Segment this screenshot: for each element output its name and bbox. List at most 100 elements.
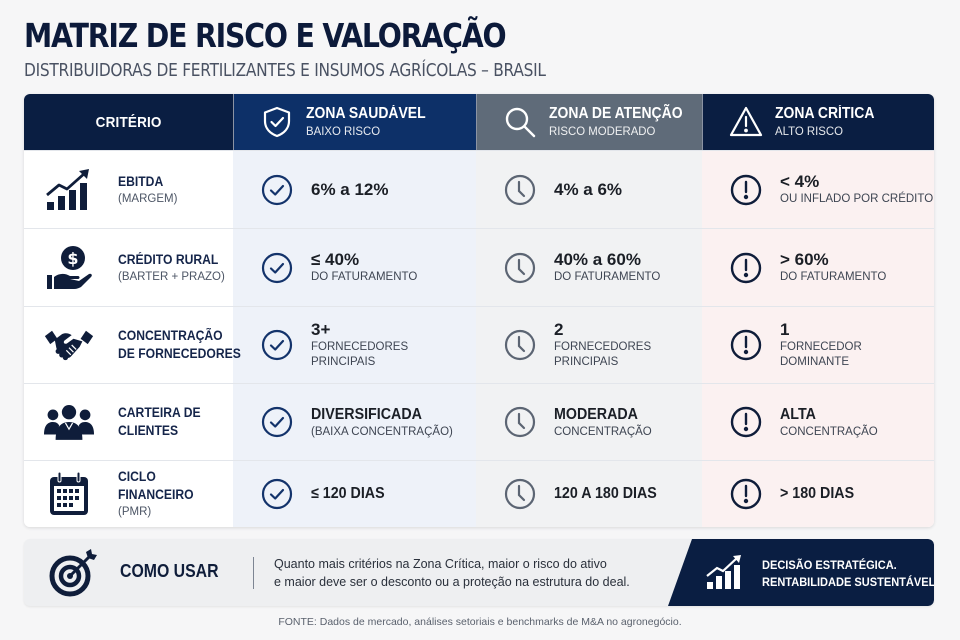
critical-cell: > 180 DIAS: [702, 461, 934, 527]
healthy-cell: ≤ 40% DO FATURAMENTO: [233, 229, 476, 306]
handshake-icon: [44, 330, 94, 361]
criterion-cell: CICLO FINANCEIRO (PMR): [24, 461, 233, 527]
header-zona-saudavel: ZONA SAUDÁVEL BAIXO RISCO: [233, 94, 476, 150]
attention-cell: 120 A 180 DIAS: [476, 461, 702, 527]
value: ≤ 120 DIAS: [311, 485, 385, 502]
clock-icon: [504, 252, 536, 283]
check-circle-icon: [261, 252, 293, 283]
growth-chart-icon: [46, 168, 89, 210]
hand-coin-icon: $: [47, 245, 92, 289]
value: ≤ 40%: [311, 250, 360, 269]
critical-cell: > 60% DO FATURAMENTO: [702, 229, 934, 306]
criterion-title: CRÉDITO RURAL: [118, 251, 219, 267]
detail: DO FATURAMENTO: [780, 271, 887, 283]
criterion-title: CARTEIRA DE: [118, 405, 201, 420]
table-row-ebitda: EBITDA (MARGEM) 6% a 12% 4% a 6% < 4% OU…: [24, 150, 934, 228]
header-criterio: CRITÉRIO: [24, 94, 233, 150]
detail-line2: DOMINANTE: [780, 356, 849, 368]
detail-line2: PRINCIPAIS: [554, 356, 619, 368]
detail: (BAIXA CONCENTRAÇÃO): [311, 425, 453, 438]
check-circle-icon: [261, 406, 293, 438]
exclamation-circle-icon: [730, 252, 762, 283]
criterion-title: CONCENTRAÇÃO: [118, 328, 223, 343]
critical-cell: ALTA CONCENTRAÇÃO: [702, 384, 934, 460]
value: DIVERSIFICADA: [311, 405, 422, 423]
value: 4% a 6%: [554, 179, 623, 199]
calendar-icon: [50, 471, 88, 515]
detail-line2: PRINCIPAIS: [311, 356, 376, 368]
table-row-credito-rural: $ CRÉDITO RURAL (BARTER + PRAZO) ≤ 40% D…: [24, 228, 934, 306]
detail: FORNECEDORES: [311, 341, 409, 353]
healthy-cell: 6% a 12%: [233, 151, 476, 228]
criterion-title: CICLO: [118, 469, 156, 484]
table-row-concentracao-fornecedores: CONCENTRAÇÃO DE FORNECEDORES 3+ FORNECED…: [24, 306, 934, 383]
how-to-use-text: Quanto mais critérios na Zona Crítica, m…: [274, 555, 630, 591]
healthy-cell: DIVERSIFICADA (BAIXA CONCENTRAÇÃO): [233, 384, 476, 460]
detail: FORNECEDOR: [780, 341, 862, 353]
critical-cell: 1 FORNECEDOR DOMINANTE: [702, 307, 934, 383]
how-to-use-line1: Quanto mais critérios na Zona Crítica, m…: [274, 557, 607, 571]
value: ALTA: [780, 405, 816, 423]
criterion-title-line2: DE FORNECEDORES: [118, 346, 241, 361]
zone-subtitle: BAIXO RISCO: [306, 124, 381, 138]
check-circle-icon: [261, 329, 293, 361]
detail: CONCENTRAÇÃO: [554, 425, 652, 438]
how-to-use-label: COMO USAR: [120, 561, 219, 581]
how-to-use-line2: e maior deve ser o desconto ou a proteçã…: [274, 575, 630, 589]
criteria-column: [24, 94, 233, 527]
criterion-subtitle: (PMR): [118, 506, 152, 518]
target-arrow-icon: [49, 549, 97, 597]
banner-line1: DECISÃO ESTRATÉGICA.: [762, 558, 897, 572]
value: > 180 DIAS: [780, 485, 855, 502]
zone-title: ZONA SAUDÁVEL: [306, 105, 426, 122]
clock-icon: [504, 406, 536, 438]
how-to-use-panel: COMO USAR Quanto mais critérios na Zona …: [24, 539, 934, 606]
source-note: FONTE: Dados de mercado, análises setori…: [278, 616, 682, 628]
value: 40% a 60%: [554, 250, 641, 269]
growth-chart-icon: [706, 555, 741, 589]
criterion-cell: CARTEIRA DE CLIENTES: [24, 384, 233, 460]
shield-check-icon: [263, 106, 291, 138]
attention-cell: 4% a 6%: [476, 151, 702, 228]
value: 2: [554, 320, 564, 339]
healthy-cell: ≤ 120 DIAS: [233, 461, 476, 527]
attention-cell: 40% a 60% DO FATURAMENTO: [476, 229, 702, 306]
check-circle-icon: [261, 174, 293, 205]
divider: [253, 557, 254, 589]
warning-triangle-icon: [729, 106, 763, 137]
value: 1: [780, 320, 790, 339]
detail: DO FATURAMENTO: [311, 271, 418, 283]
exclamation-circle-icon: [730, 174, 762, 205]
detail: FORNECEDORES: [554, 341, 652, 353]
header-zona-atencao: ZONA DE ATENÇÃO RISCO MODERADO: [476, 94, 702, 150]
magnifier-icon: [505, 107, 536, 138]
exclamation-circle-icon: [730, 478, 762, 510]
table-row-carteira-clientes: CARTEIRA DE CLIENTES DIVERSIFICADA (BAIX…: [24, 383, 934, 460]
criterion-cell: EBITDA (MARGEM): [24, 151, 233, 228]
criterion-cell: $ CRÉDITO RURAL (BARTER + PRAZO): [24, 229, 233, 306]
page-title: MATRIZ DE RISCO E VALORAÇÃO: [24, 16, 507, 55]
value: < 4%: [780, 172, 820, 191]
critical-column: [702, 94, 934, 527]
detail: CONCENTRAÇÃO: [780, 425, 878, 438]
svg-text:$: $: [67, 249, 78, 268]
attention-column: [476, 94, 702, 527]
critical-cell: < 4% OU INFLADO POR CRÉDITO: [702, 151, 934, 228]
criterion-title: EBITDA: [118, 173, 164, 189]
criterion-subtitle: (BARTER + PRAZO): [118, 270, 225, 283]
clock-icon: [504, 329, 536, 361]
value: MODERADA: [554, 405, 638, 423]
clock-icon: [504, 478, 536, 510]
people-group-icon: [44, 405, 94, 440]
criterion-subtitle: (MARGEM): [118, 192, 178, 205]
exclamation-circle-icon: [730, 329, 762, 361]
zone-title: ZONA CRÍTICA: [775, 105, 875, 122]
detail: OU INFLADO POR CRÉDITO: [780, 193, 934, 205]
zone-title: ZONA DE ATENÇÃO: [549, 105, 683, 122]
value: 120 A 180 DIAS: [554, 485, 657, 502]
attention-cell: MODERADA CONCENTRAÇÃO: [476, 384, 702, 460]
header-criterio-label: CRITÉRIO: [95, 113, 162, 131]
strategy-banner: DECISÃO ESTRATÉGICA. RENTABILIDADE SUSTE…: [668, 539, 934, 606]
healthy-column: [233, 94, 476, 527]
page-subtitle: DISTRIBUIDORAS DE FERTILIZANTES E INSUMO…: [24, 61, 546, 81]
